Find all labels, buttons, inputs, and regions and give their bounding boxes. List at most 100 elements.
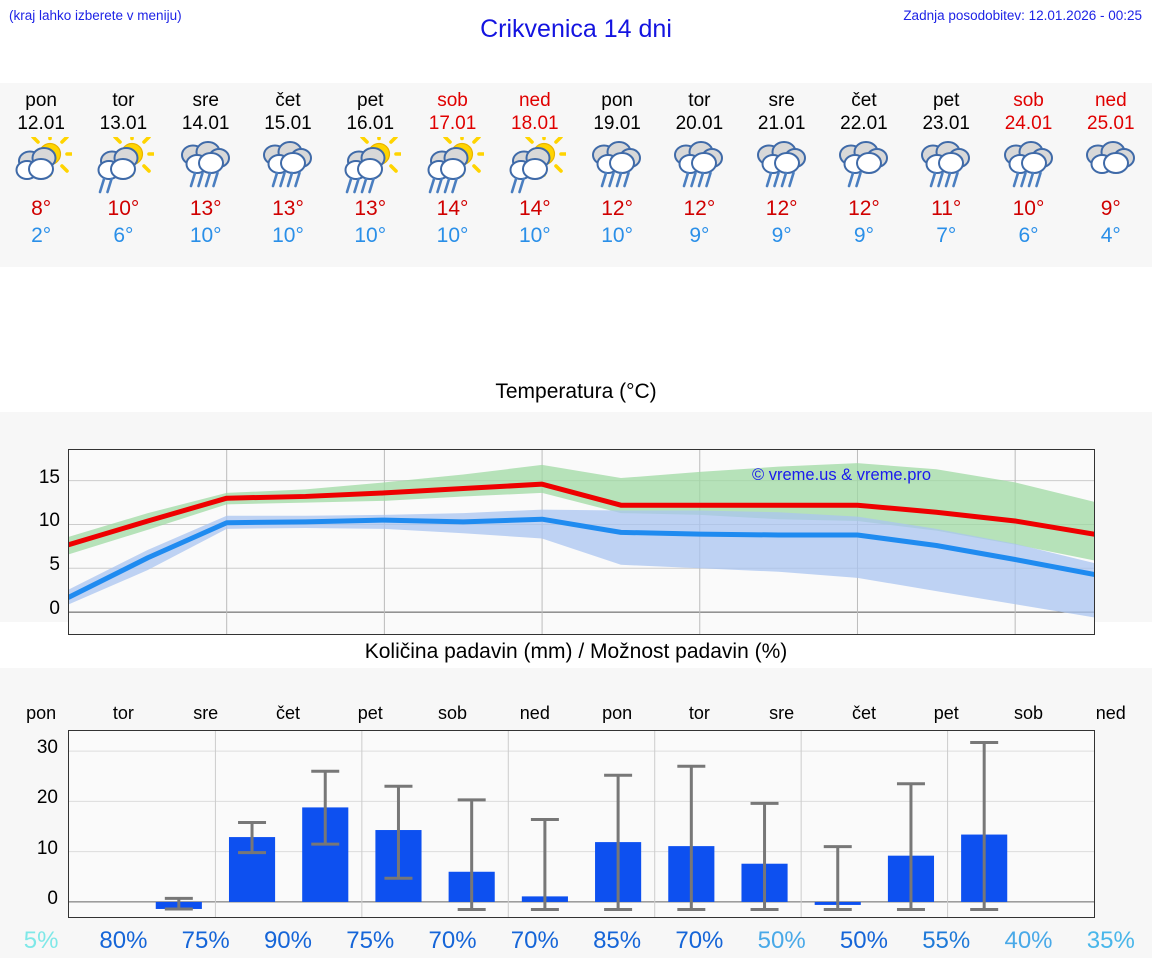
cloud-rain-icon [668,137,730,194]
cloud-icon [1080,137,1142,194]
cloud-rain-icon [175,137,237,194]
precipitation-day-label: tor [688,703,710,723]
precipitation-probability-label: 50% [757,927,806,954]
day-name: sob [437,90,468,111]
precipitation-probability-label: 55% [922,927,971,954]
min-temperature: 2° [31,224,52,247]
precipitation-day-label: pet [357,703,383,723]
max-temperature: 12° [683,197,716,220]
spacer [0,267,1152,380]
min-temperature: 10° [518,224,551,247]
day-name: pon [601,90,633,111]
temperature-y-tick-label: 15 [38,466,60,488]
max-temperature: 14° [518,197,551,220]
precipitation-probability-label: 50% [839,927,888,954]
location-menu-hint[interactable]: (kraj lahko izberete v meniju) [9,8,182,23]
precipitation-day-labels: pon tor sre čet pet sob ned pon tor sre čet pet sob n… [0,703,1152,729]
max-temperature: 12° [601,197,633,220]
day-name: tor [112,90,135,111]
cloud-rain-icon [998,137,1060,194]
precipitation-probability-label: 70% [428,927,477,954]
day-column[interactable]: sob 17.01 14° 10° [411,83,493,267]
precipitation-probability-label: 75% [346,927,395,954]
cloud-rain-icon [257,137,319,194]
precipitation-plot-area [68,730,1095,918]
day-column[interactable]: sre 21.01 12° 9° [741,83,823,267]
day-name: čet [275,90,301,111]
precipitation-probability-label: 35% [1086,927,1135,954]
min-temperature: 9° [771,224,792,247]
day-column[interactable]: pet 16.01 13° 10° [329,83,411,267]
day-column[interactable]: tor 20.01 12° 9° [658,83,740,267]
precipitation-probability-labels: 5% 80% 75% 90% 75% 70% 70% 85% 70% 50% 50% 55% 40% 35… [0,927,1152,961]
day-name: sob [1013,90,1044,111]
day-date: 21.01 [757,113,806,134]
day-date: 19.01 [593,113,641,134]
min-temperature: 7° [936,224,957,247]
last-updated-label: Zadnja posodobitev: 12.01.2026 - 00:25 [903,8,1142,23]
max-temperature: 12° [765,197,798,220]
day-column[interactable]: sob 24.01 10° 6° [987,83,1069,267]
temperature-chart-section: Temperatura (°C) 0 5 10 15 [0,380,1152,635]
temperature-plot-area [66,449,1097,635]
day-date: 14.01 [181,113,230,134]
precipitation-probability-label: 80% [99,927,148,954]
precipitation-probability-label: 40% [1004,927,1053,954]
min-temperature: 6° [1018,224,1039,247]
day-name: sre [768,90,795,111]
day-name: sre [192,90,219,111]
day-column[interactable]: čet 22.01 12° 9° [823,83,905,267]
precipitation-probability-label: 5% [23,927,59,954]
day-column[interactable]: ned 18.01 14° 10° [494,83,576,267]
day-column[interactable]: sre 14.01 13° 10° [165,83,247,267]
max-temperature: 8° [31,197,52,220]
precipitation-chart-section: Količina padavin (mm) / Možnost padavin … [0,640,1152,975]
day-date: 22.01 [840,113,888,134]
sun-cloud-light-rain-icon [92,137,155,194]
temperature-chart-title: Temperatura (°C) [495,380,657,403]
precipitation-day-label: sob [1014,703,1044,723]
precipitation-probability-label: 70% [510,927,559,954]
day-column[interactable]: čet 15.01 13° 10° [247,83,329,267]
day-date: 13.01 [99,113,148,134]
watermark-label: © vreme.us & vreme.pro [752,466,932,484]
precipitation-day-label: sre [193,703,219,723]
precipitation-day-label: pon [26,703,57,723]
day-column[interactable]: tor 13.01 10° 6° [82,83,164,267]
cloud-rain-icon [915,137,977,194]
sun-cloud-rain-icon [339,137,402,194]
day-column[interactable]: pet 23.01 11° 7° [905,83,987,267]
precipitation-chart-panel: pon tor sre čet pet sob ned pon tor sre čet pet sob n… [0,668,1152,958]
daily-forecast-strip: pon 12.01 8° 2° tor 13.01 10° 6° sre 14.01 13° 10° č… [0,83,1152,267]
max-temperature: 10° [1012,197,1045,220]
min-temperature: 10° [272,224,304,247]
max-temperature: 14° [436,197,469,220]
temperature-y-tick-label: 10 [38,510,60,532]
precipitation-y-tick-label: 10 [36,837,58,859]
day-column[interactable]: pon 19.01 12° 10° [576,83,658,267]
partly-cloudy-sun-icon [10,137,73,194]
max-temperature: 11° [931,197,962,220]
day-date: 15.01 [264,113,312,134]
temperature-plot-svg [66,450,1097,634]
day-column[interactable]: ned 25.01 9° 4° [1070,83,1152,267]
min-temperature: 10° [354,224,387,247]
day-date: 24.01 [1004,113,1053,134]
precipitation-chart-title: Količina padavin (mm) / Možnost padavin … [364,640,788,663]
precipitation-probability-label: 90% [263,927,312,954]
precipitation-y-tick-label: 20 [36,787,58,809]
temperature-y-tick-label: 5 [49,554,60,576]
precipitation-day-label: čet [851,703,876,723]
min-temperature: 9° [689,224,710,247]
max-temperature: 13° [354,197,387,220]
precipitation-day-label: čet [275,703,300,723]
max-temperature: 12° [848,197,880,220]
day-name: pon [25,90,57,111]
page-title: Crikvenica 14 dni [480,15,672,43]
sun-cloud-light-rain-icon [504,137,566,194]
precipitation-y-tick-label: 0 [47,887,58,909]
precipitation-day-label: sre [769,703,795,723]
max-temperature: 13° [189,197,222,220]
day-column[interactable]: pon 12.01 8° 2° [0,83,82,267]
day-date: 18.01 [511,113,559,134]
